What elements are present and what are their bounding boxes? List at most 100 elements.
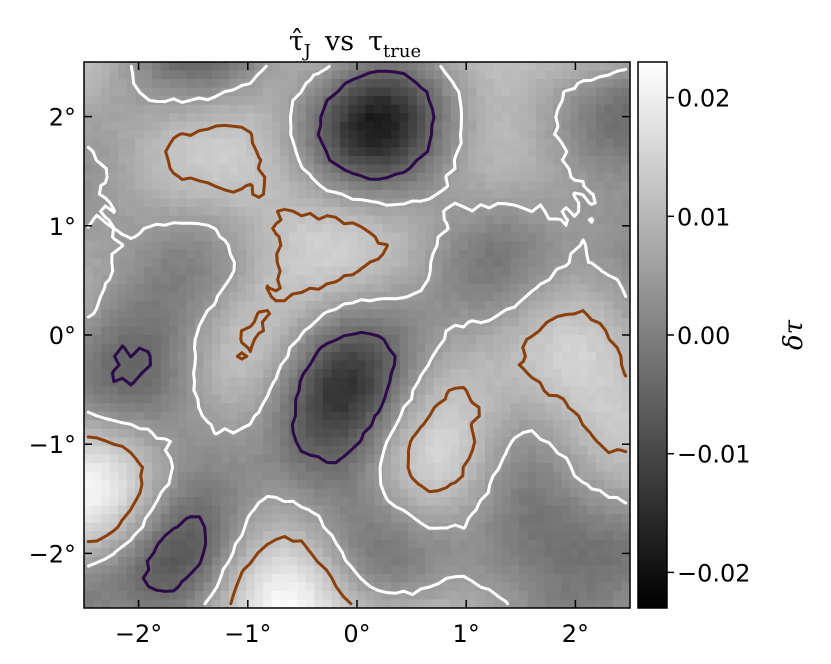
heatmap-cell	[254, 232, 264, 242]
heatmap-cell	[101, 309, 111, 319]
heatmap-cell	[510, 573, 520, 584]
heatmap-cell	[101, 556, 111, 566]
heatmap-cell	[118, 198, 128, 208]
heatmap-cell	[604, 241, 614, 251]
heatmap-cell	[587, 377, 597, 387]
heatmap-cell	[374, 266, 384, 276]
heatmap-cell	[484, 599, 495, 608]
heatmap-cell	[467, 590, 478, 601]
heatmap-cell	[322, 164, 333, 174]
heatmap-cell	[305, 258, 315, 268]
heatmap-cell	[510, 62, 520, 72]
heatmap-cell	[169, 539, 179, 549]
heatmap-cell	[510, 138, 520, 148]
heatmap-cell	[339, 471, 350, 481]
heatmap-cell	[186, 565, 196, 575]
heatmap-cell	[391, 300, 401, 311]
heatmap-cell	[203, 394, 213, 404]
heatmap-cell	[621, 224, 630, 234]
heatmap-cell	[442, 292, 452, 302]
heatmap-cell	[536, 147, 546, 157]
heatmap-cell	[450, 258, 460, 268]
heatmap-cell	[374, 599, 384, 608]
heatmap-cell	[177, 275, 187, 285]
heatmap-cell	[519, 189, 529, 200]
heatmap-cell	[339, 582, 350, 592]
heatmap-cell	[220, 480, 230, 490]
heatmap-cell	[203, 505, 213, 515]
heatmap-cell	[374, 582, 384, 592]
heatmap-cell	[408, 155, 418, 165]
heatmap-cell	[101, 300, 111, 311]
heatmap-cell	[408, 326, 418, 336]
heatmap-cell	[357, 352, 367, 362]
heatmap-cell	[271, 62, 281, 72]
heatmap-cell	[467, 403, 478, 413]
heatmap-cell	[263, 599, 273, 608]
heatmap-cell	[143, 488, 153, 498]
colorbar-tick-label: 0.02	[677, 85, 730, 113]
heatmap-cell	[84, 309, 94, 319]
heatmap-cell	[229, 79, 239, 89]
heatmap-cell	[553, 130, 563, 140]
heatmap-cell	[126, 369, 136, 379]
heatmap-cell	[280, 241, 290, 251]
heatmap-cell	[391, 224, 401, 234]
heatmap-cell	[433, 198, 443, 208]
heatmap-cell	[348, 198, 358, 208]
heatmap-cell	[612, 215, 623, 225]
heatmap-cell	[527, 394, 537, 404]
heatmap-cell	[374, 377, 384, 387]
heatmap-cell	[408, 445, 418, 456]
heatmap-cell	[288, 548, 298, 558]
heatmap-cell	[510, 181, 520, 191]
heatmap-cell	[536, 454, 546, 464]
heatmap-cell	[391, 241, 401, 251]
heatmap-cell	[612, 462, 623, 473]
heatmap-cell	[578, 590, 588, 601]
heatmap-cell	[297, 471, 307, 481]
heatmap-cell	[510, 130, 520, 140]
heatmap-cell	[425, 104, 435, 114]
heatmap-cell	[143, 207, 153, 217]
heatmap-cell	[194, 488, 205, 498]
heatmap-cell	[604, 394, 614, 404]
heatmap-cell	[305, 377, 315, 387]
heatmap-cell	[109, 343, 119, 353]
heatmap-cell	[459, 377, 469, 387]
heatmap-cell	[442, 147, 452, 157]
heatmap-cell	[288, 121, 298, 131]
heatmap-cell	[570, 548, 580, 558]
heatmap-cell	[459, 386, 469, 396]
heatmap-cell	[237, 548, 247, 558]
heatmap-cell	[101, 113, 111, 123]
heatmap-cell	[459, 531, 469, 541]
heatmap-cell	[246, 403, 256, 413]
heatmap-cell	[152, 300, 162, 311]
heatmap-cell	[536, 445, 546, 456]
heatmap-cell	[152, 232, 162, 242]
heatmap-cell	[527, 181, 537, 191]
heatmap-cell	[476, 283, 486, 293]
heatmap-cell	[322, 70, 333, 80]
heatmap-cell	[374, 283, 384, 293]
heatmap-cell	[143, 104, 153, 114]
heatmap-cell	[305, 522, 315, 532]
heatmap-cell	[502, 283, 512, 293]
heatmap-cell	[519, 573, 529, 584]
heatmap-cell	[280, 309, 290, 319]
heatmap-cell	[348, 130, 358, 140]
heatmap-cell	[229, 343, 239, 353]
heatmap-cell	[84, 258, 94, 268]
heatmap-cell	[305, 113, 315, 123]
heatmap-cell	[408, 292, 418, 302]
heatmap-cell	[314, 258, 324, 268]
heatmap-cell	[399, 326, 409, 336]
heatmap-cell	[595, 189, 606, 200]
heatmap-cell	[510, 497, 520, 507]
heatmap-cell	[365, 300, 375, 311]
heatmap-cell	[433, 471, 443, 481]
heatmap-cell	[177, 258, 187, 268]
heatmap-cell	[374, 403, 384, 413]
heatmap-cell	[297, 573, 307, 584]
